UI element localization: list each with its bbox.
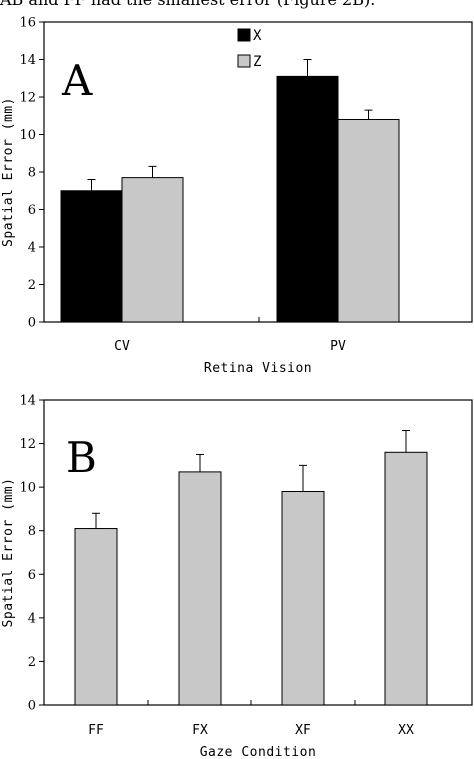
legend-label: Z xyxy=(253,54,261,70)
x-category-label: XX xyxy=(398,723,414,738)
bar xyxy=(337,119,400,323)
y-axis-title: Spatial Error (mm) xyxy=(1,97,16,247)
bar xyxy=(121,177,184,323)
bar xyxy=(60,190,123,323)
y-tick-label: 8 xyxy=(28,524,36,539)
y-tick-label: 14 xyxy=(19,53,36,68)
y-axis-title: Spatial Error (mm) xyxy=(1,478,16,628)
y-tick-label: 6 xyxy=(28,203,36,218)
bar xyxy=(74,528,118,706)
x-axis-title: Gaze Condition xyxy=(200,745,317,759)
plot-frame xyxy=(43,399,473,706)
x-category-label: XF xyxy=(295,723,311,738)
panel-letter: A xyxy=(61,56,93,105)
x-category-label: FF xyxy=(88,723,104,738)
legend-label: X xyxy=(253,28,262,44)
y-tick-label: 4 xyxy=(28,241,36,256)
x-axis-title: Retina Vision xyxy=(204,361,312,376)
y-tick-label: 2 xyxy=(28,278,36,293)
chart-b: 0 2 4 6 8 10 12 14 FF FX XF XX Gaze Condition Spatial… xyxy=(1,394,473,759)
x-category-label: FX xyxy=(192,723,208,738)
chart-a: 0 2 4 6 8 10 12 14 16 CV PV Retina Vision Spatial Er… xyxy=(1,16,473,376)
y-tick-label: 12 xyxy=(19,91,36,106)
y-tick-label: 8 xyxy=(28,166,36,181)
y-tick-label: 10 xyxy=(19,128,36,143)
bar xyxy=(178,471,222,706)
caption-text-fragment: AB and FF had the smallest error (Figure… xyxy=(0,0,474,10)
x-category-label: CV xyxy=(114,339,130,354)
bar xyxy=(384,451,428,706)
legend-swatch xyxy=(237,28,251,42)
y-tick-label: 12 xyxy=(19,437,36,452)
y-tick-label: 14 xyxy=(19,394,36,409)
y-tick-label: 2 xyxy=(28,655,36,670)
y-tick-label: 16 xyxy=(19,16,36,31)
legend-swatch xyxy=(237,54,251,68)
panel-letter: B xyxy=(66,433,97,482)
y-tick-label: 0 xyxy=(28,316,36,331)
y-tick-label: 6 xyxy=(28,568,36,583)
bar xyxy=(276,75,339,323)
x-category-label: PV xyxy=(330,339,346,354)
y-tick-label: 4 xyxy=(28,611,36,626)
bar xyxy=(281,491,325,706)
y-tick-label: 10 xyxy=(19,481,36,496)
y-tick-label: 0 xyxy=(28,699,36,714)
